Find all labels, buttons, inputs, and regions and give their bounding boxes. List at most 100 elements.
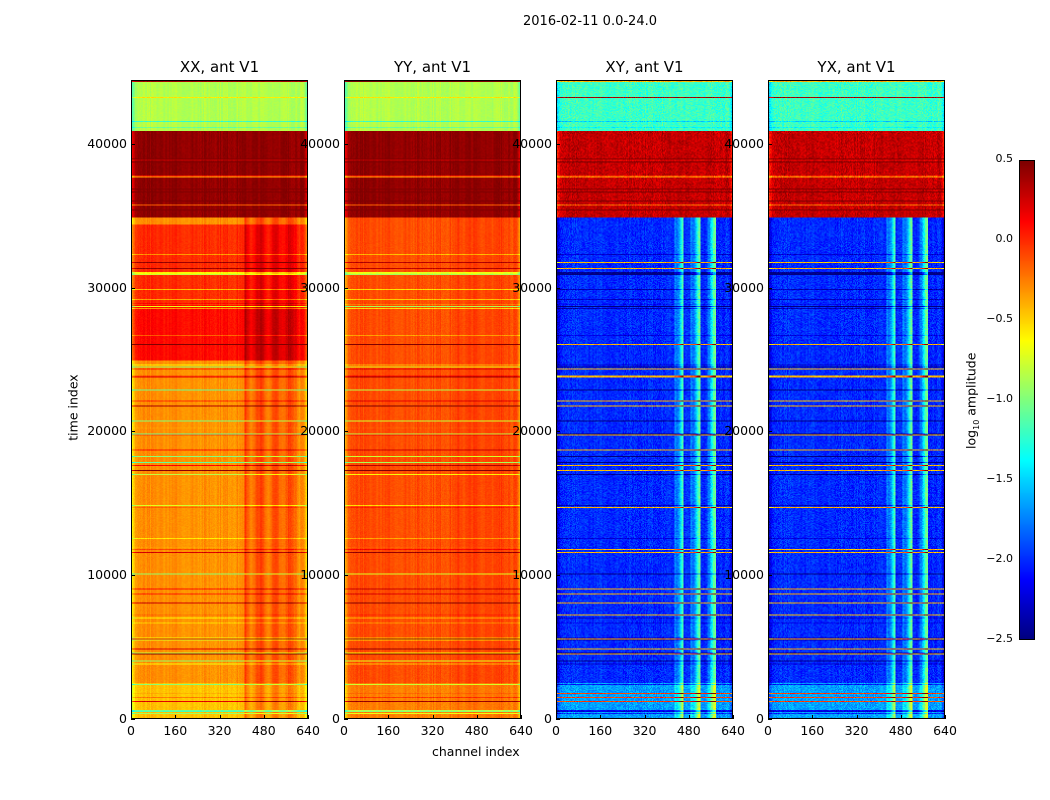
panel-title-xy: XY, ant V1 xyxy=(605,58,684,76)
x-tick-mark xyxy=(175,715,177,719)
y-tick-mark xyxy=(768,431,772,433)
x-tick-label: 160 xyxy=(163,723,188,738)
y-tick-mark xyxy=(344,719,348,720)
y-axis-label: time index xyxy=(65,374,81,441)
y-tick-label: 0 xyxy=(332,711,340,726)
x-tick-mark xyxy=(131,715,132,719)
y-tick-label: 30000 xyxy=(512,279,552,295)
panel-title-yy: YY, ant V1 xyxy=(393,58,471,76)
colorbar-tick-label: −1.5 xyxy=(986,472,1013,485)
x-tick-mark xyxy=(388,715,390,719)
y-tick-label: 0 xyxy=(119,711,127,726)
heatmap-xy xyxy=(556,80,733,719)
x-tick-mark xyxy=(945,715,946,719)
y-tick-mark xyxy=(768,143,772,145)
y-tick-mark xyxy=(556,575,560,577)
x-tick-mark xyxy=(856,715,858,719)
colorbar xyxy=(1019,160,1035,640)
heatmap-yy xyxy=(344,80,521,719)
x-tick-label: 480 xyxy=(251,723,276,738)
x-tick-mark xyxy=(768,715,769,719)
x-tick-mark xyxy=(600,715,602,719)
y-tick-mark xyxy=(768,719,772,720)
x-tick-mark xyxy=(644,715,646,719)
y-tick-label: 30000 xyxy=(300,279,340,295)
y-tick-mark xyxy=(768,575,772,577)
panel-title-yx: YX, ant V1 xyxy=(817,58,896,76)
x-tick-mark xyxy=(812,715,814,719)
y-tick-label: 40000 xyxy=(87,135,127,151)
heatmap-xx xyxy=(131,80,308,719)
x-tick-label: 640 xyxy=(933,723,957,738)
x-tick-label: 0 xyxy=(340,723,348,738)
colorbar-tick-label: −0.5 xyxy=(986,312,1013,325)
colorbar-label: log10 amplitude xyxy=(963,352,981,449)
colorbar-tick-label: 0.5 xyxy=(995,152,1014,165)
y-tick-label: 30000 xyxy=(87,279,127,295)
heatmap-yx xyxy=(768,80,945,719)
y-tick-mark xyxy=(768,287,772,289)
colorbar-tick-label: −2.5 xyxy=(986,632,1013,645)
y-tick-mark xyxy=(131,431,135,433)
x-tick-mark xyxy=(263,715,265,719)
x-tick-label: 480 xyxy=(888,723,913,738)
y-tick-label: 20000 xyxy=(87,423,127,439)
colorbar-tick-label: −2.0 xyxy=(986,552,1013,565)
y-tick-mark xyxy=(344,431,348,433)
x-tick-label: 0 xyxy=(764,723,772,738)
x-tick-label: 480 xyxy=(464,723,489,738)
y-tick-label: 40000 xyxy=(724,135,764,151)
y-tick-label: 40000 xyxy=(300,135,340,151)
x-tick-label: 160 xyxy=(376,723,401,738)
y-tick-mark xyxy=(131,575,135,577)
y-tick-mark xyxy=(131,719,135,720)
colorbar-tick-label: 0.0 xyxy=(995,232,1014,245)
y-tick-mark xyxy=(556,431,560,433)
x-tick-label: 320 xyxy=(844,723,869,738)
y-tick-mark xyxy=(344,287,348,289)
x-tick-label: 480 xyxy=(676,723,701,738)
y-tick-label: 10000 xyxy=(512,567,552,583)
y-tick-label: 20000 xyxy=(724,423,764,439)
x-tick-label: 320 xyxy=(207,723,232,738)
x-tick-label: 320 xyxy=(632,723,657,738)
y-tick-mark xyxy=(344,575,348,577)
y-tick-mark xyxy=(556,719,560,720)
y-tick-label: 20000 xyxy=(512,423,552,439)
x-tick-mark xyxy=(219,715,221,719)
x-tick-mark xyxy=(521,715,522,719)
colorbar-tick-label: −1.0 xyxy=(986,392,1013,405)
x-tick-mark xyxy=(733,715,734,719)
y-tick-mark xyxy=(344,143,348,145)
x-tick-label: 640 xyxy=(509,723,533,738)
y-tick-label: 0 xyxy=(544,711,552,726)
x-tick-label: 640 xyxy=(296,723,320,738)
y-tick-mark xyxy=(131,287,135,289)
y-tick-label: 10000 xyxy=(724,567,764,583)
x-tick-mark xyxy=(556,715,557,719)
panel-title-xx: XX, ant V1 xyxy=(179,58,260,76)
figure-title: 2016-02-11 0.0-24.0 xyxy=(523,14,657,29)
x-tick-mark xyxy=(476,715,478,719)
x-tick-label: 160 xyxy=(800,723,825,738)
x-tick-mark xyxy=(900,715,902,719)
y-tick-mark xyxy=(556,287,560,289)
x-tick-mark xyxy=(344,715,345,719)
x-tick-label: 640 xyxy=(721,723,745,738)
y-tick-label: 10000 xyxy=(87,567,127,583)
x-tick-label: 320 xyxy=(420,723,445,738)
x-tick-label: 0 xyxy=(552,723,560,738)
x-tick-mark xyxy=(432,715,434,719)
y-tick-label: 20000 xyxy=(300,423,340,439)
y-tick-label: 30000 xyxy=(724,279,764,295)
x-tick-mark xyxy=(688,715,690,719)
x-axis-label: channel index xyxy=(432,744,520,759)
x-tick-label: 0 xyxy=(127,723,135,738)
y-tick-label: 10000 xyxy=(300,567,340,583)
y-tick-mark xyxy=(556,143,560,145)
y-tick-label: 40000 xyxy=(512,135,552,151)
x-tick-mark xyxy=(308,715,309,719)
y-tick-label: 0 xyxy=(756,711,764,726)
x-tick-label: 160 xyxy=(588,723,613,738)
